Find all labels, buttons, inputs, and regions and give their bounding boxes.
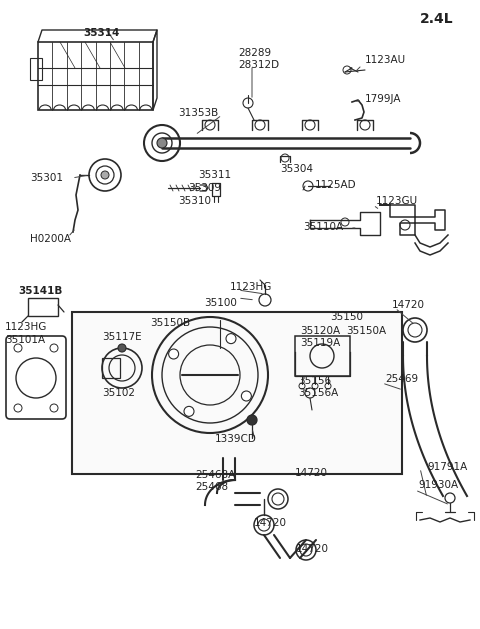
Bar — [28, 298, 58, 316]
Text: 35100: 35100 — [204, 298, 237, 308]
Text: 1799JA: 1799JA — [365, 94, 401, 104]
Text: 35311: 35311 — [198, 170, 231, 180]
Text: 35117E: 35117E — [102, 332, 142, 342]
Text: 35101A: 35101A — [5, 335, 45, 345]
Circle shape — [101, 171, 109, 179]
Text: 14720: 14720 — [296, 544, 329, 554]
Circle shape — [184, 406, 194, 416]
Text: 25468A
25468: 25468A 25468 — [195, 470, 235, 492]
Text: 14720: 14720 — [254, 518, 287, 528]
Text: 1339CD: 1339CD — [215, 434, 257, 444]
Text: 14720: 14720 — [392, 300, 425, 310]
Bar — [295, 336, 350, 376]
Text: 28289
28312D: 28289 28312D — [238, 48, 279, 70]
Text: 1125AD: 1125AD — [315, 180, 357, 190]
Bar — [102, 358, 120, 378]
Bar — [38, 42, 153, 110]
Circle shape — [226, 333, 236, 343]
Text: 35119A: 35119A — [300, 338, 340, 348]
Bar — [72, 312, 402, 474]
Text: 91930A: 91930A — [418, 480, 458, 490]
Text: 1123AU: 1123AU — [365, 55, 406, 65]
Text: 35150B: 35150B — [150, 318, 190, 328]
Circle shape — [247, 415, 257, 425]
Text: 2.4L: 2.4L — [420, 12, 454, 26]
Text: 35156
35156A: 35156 35156A — [298, 376, 338, 398]
Text: 35150: 35150 — [330, 312, 363, 322]
Text: 35314: 35314 — [83, 28, 120, 38]
Circle shape — [118, 344, 126, 352]
Text: 35102: 35102 — [102, 388, 135, 398]
Text: 14720: 14720 — [295, 468, 328, 478]
Text: 91791A: 91791A — [427, 462, 467, 472]
Text: 1123HG: 1123HG — [5, 322, 48, 332]
Text: 35141B: 35141B — [18, 286, 62, 296]
Text: 25469: 25469 — [385, 374, 418, 384]
Bar — [30, 58, 42, 80]
Text: 35309: 35309 — [188, 183, 221, 193]
Text: 31353B: 31353B — [178, 108, 218, 118]
Text: 35120A: 35120A — [300, 326, 340, 336]
Text: 1123GU: 1123GU — [376, 196, 418, 206]
Text: 35110A: 35110A — [303, 222, 343, 232]
Text: 35310: 35310 — [178, 196, 211, 206]
Text: 35150A: 35150A — [346, 326, 386, 336]
Text: 35301: 35301 — [30, 173, 63, 183]
Circle shape — [157, 138, 167, 148]
Circle shape — [241, 391, 252, 401]
Text: 35304: 35304 — [280, 164, 313, 174]
Circle shape — [168, 349, 179, 359]
Text: 1123HG: 1123HG — [230, 282, 272, 292]
Text: H0200A: H0200A — [30, 234, 71, 244]
